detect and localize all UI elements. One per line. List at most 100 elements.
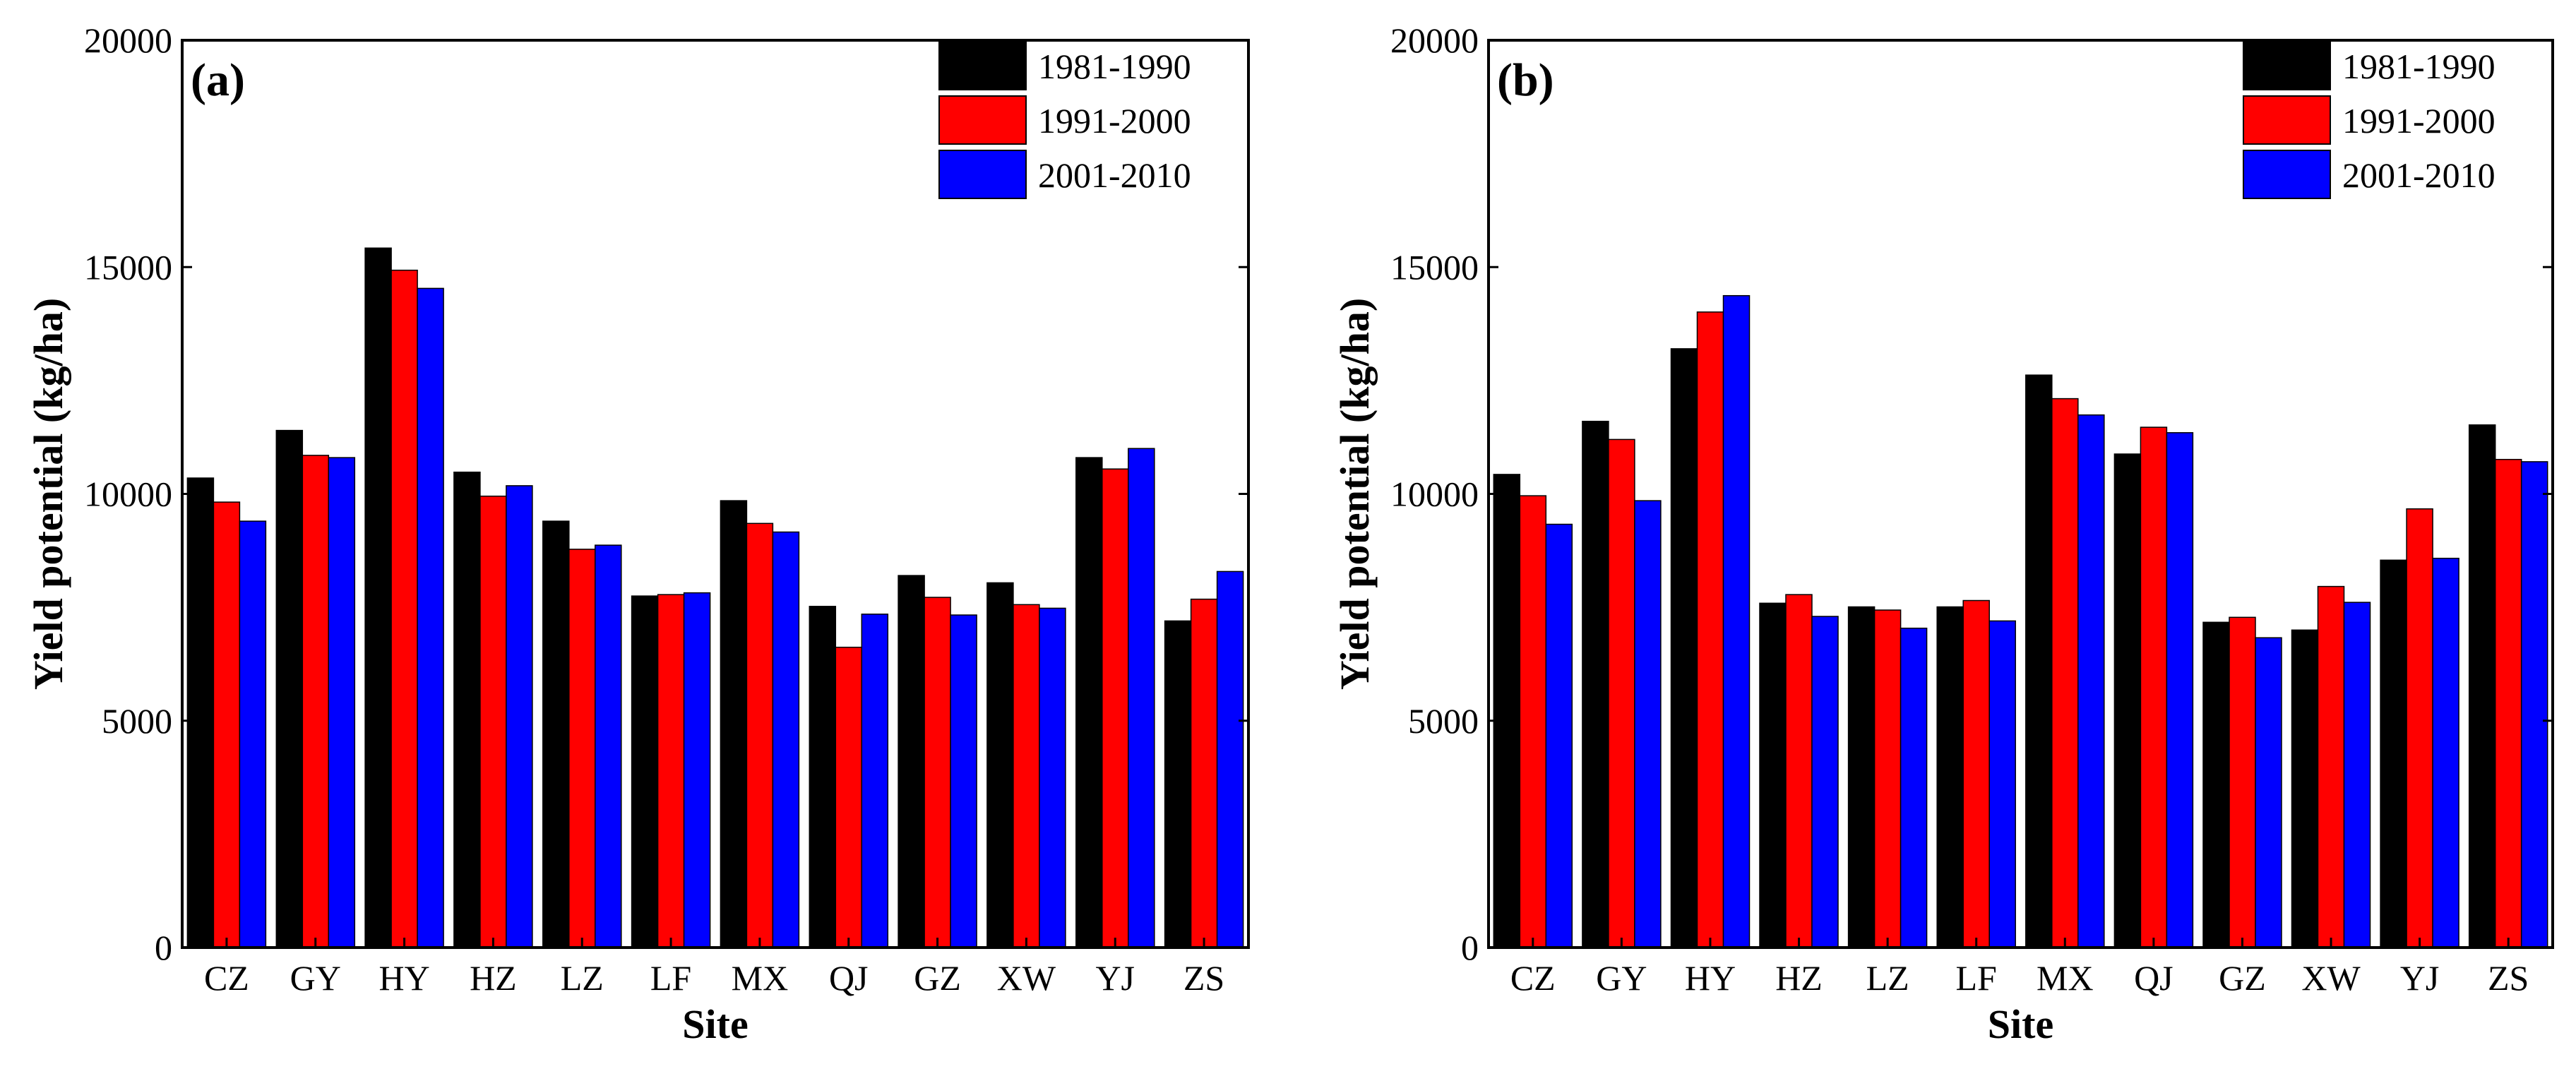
y-tick-label: 20000 (1390, 20, 1479, 60)
x-tick-label-yj: YJ (2400, 958, 2440, 998)
x-tick-label-lz: LZ (561, 958, 604, 998)
y-tick-label: 15000 (84, 247, 172, 287)
x-tick-label-gy: GY (290, 958, 341, 998)
bar-cz-2001-2010 (239, 520, 267, 948)
bar-qj-1981-1990 (809, 606, 837, 948)
bar-gy-1991-2000 (1608, 438, 1635, 948)
x-tick-label-mx: MX (2037, 958, 2094, 998)
bar-lz-1991-2000 (1873, 609, 1902, 948)
bar-xw-1981-1990 (2291, 629, 2319, 948)
chart-panel-a: 0 5000 10000 15000 20000 CZ GY HY HZ LZ LF MX QJ GZ XW… (25, 20, 1250, 1047)
bar-lf-2001-2010 (1988, 620, 2016, 948)
x-tick-label-qj: QJ (829, 958, 869, 998)
x-tick-label-hz: HZ (470, 958, 517, 998)
y-tick-label: 10000 (1390, 474, 1479, 514)
bar-zs-1991-2000 (2494, 458, 2522, 948)
bar-yj-2001-2010 (1128, 448, 1155, 948)
bar-hz-2001-2010 (506, 485, 533, 948)
bar-gz-2001-2010 (950, 614, 977, 948)
bar-hy-1991-2000 (390, 269, 418, 948)
bar-qj-1991-2000 (835, 646, 863, 948)
bar-lf-1991-2000 (1962, 599, 1990, 948)
bar-cz-2001-2010 (1545, 523, 1573, 948)
bar-yj-1991-2000 (1102, 468, 1129, 948)
legend-label-2001-2010: 2001-2010 (2342, 155, 2496, 195)
chart-panel-b: 0 5000 10000 15000 20000 CZ GY HY HZ LZ LF MX QJ GZ XW… (1332, 20, 2554, 1047)
x-tick-label-cz: CZ (1510, 958, 1556, 998)
x-tick-label-lf: LF (1956, 958, 1997, 998)
bar-lf-1981-1990 (1936, 606, 1964, 948)
bar-xw-1991-2000 (1013, 604, 1040, 948)
legend-swatch-1991-2000 (2243, 95, 2331, 145)
legend-swatch-2001-2010 (938, 150, 1027, 199)
bar-xw-2001-2010 (2343, 602, 2371, 948)
bar-lz-2001-2010 (595, 544, 622, 948)
bar-qj-2001-2010 (861, 614, 889, 948)
bar-lf-1981-1990 (631, 595, 659, 948)
x-tick-label-lz: LZ (1866, 958, 1909, 998)
y-tick-label: 5000 (102, 701, 172, 741)
panel-label: (b) (1497, 54, 1554, 106)
y-tick-label: 20000 (84, 20, 172, 60)
bar-zs-1981-1990 (2468, 424, 2496, 948)
bar-zs-1981-1990 (1164, 620, 1192, 948)
bar-cz-1981-1990 (1493, 474, 1521, 948)
legend-label-1991-2000: 1991-2000 (2342, 101, 2496, 141)
y-axis-title: Yield potential (kg/ha) (1332, 298, 1378, 690)
bar-gz-1981-1990 (898, 575, 925, 948)
x-tick-label-hy: HY (1685, 958, 1736, 998)
legend-swatch-1981-1990 (2243, 41, 2331, 90)
bar-cz-1981-1990 (186, 477, 215, 948)
legend-label-1991-2000: 1991-2000 (1038, 101, 1191, 141)
y-tick-label: 10000 (84, 474, 172, 514)
x-tick-label-yj: YJ (1095, 958, 1135, 998)
y-tick-label: 0 (155, 928, 172, 967)
bar-mx-2001-2010 (772, 531, 800, 948)
x-tick-label-hy: HY (378, 958, 429, 998)
bar-gy-2001-2010 (1634, 500, 1662, 948)
bar-xw-1981-1990 (986, 582, 1014, 948)
bar-mx-2001-2010 (2077, 414, 2105, 948)
bar-gz-1981-1990 (2202, 621, 2230, 948)
bar-gz-1991-2000 (2229, 616, 2256, 948)
bar-cz-1991-2000 (213, 501, 241, 948)
bar-lz-1981-1990 (1847, 606, 1876, 948)
bar-yj-1981-1990 (2380, 559, 2407, 948)
x-tick-label-cz: CZ (204, 958, 249, 998)
x-axis-title: Site (1988, 1001, 2053, 1047)
x-tick-label-xw: XW (997, 958, 1056, 998)
bar-lz-2001-2010 (1900, 627, 1928, 948)
bar-xw-1991-2000 (2317, 585, 2345, 948)
bar-gy-1991-2000 (302, 455, 330, 948)
bar-lf-2001-2010 (683, 592, 711, 948)
bar-gy-1981-1990 (275, 429, 304, 948)
bar-qj-2001-2010 (2166, 432, 2194, 948)
bar-hy-1981-1990 (364, 247, 392, 948)
bar-qj-1991-2000 (2140, 426, 2168, 948)
bar-hy-2001-2010 (417, 287, 444, 948)
bar-mx-1981-1990 (2025, 374, 2053, 948)
legend-label-2001-2010: 2001-2010 (1038, 155, 1191, 195)
legend-swatch-2001-2010 (2243, 150, 2331, 199)
bar-zs-2001-2010 (2520, 461, 2548, 948)
legend-label-1981-1990: 1981-1990 (1038, 47, 1191, 86)
bar-gy-2001-2010 (328, 457, 356, 948)
bar-gz-1991-2000 (924, 597, 951, 948)
bar-cz-1991-2000 (1519, 495, 1547, 948)
x-axis-title: Site (682, 1001, 748, 1047)
bar-gz-2001-2010 (2255, 637, 2282, 948)
bar-lf-1991-2000 (657, 594, 685, 948)
x-tick-label-qj: QJ (2134, 958, 2174, 998)
y-tick-label: 5000 (1408, 701, 1479, 741)
bar-yj-2001-2010 (2432, 557, 2459, 948)
y-tick-label: 0 (1461, 928, 1479, 967)
bar-mx-1991-2000 (746, 522, 774, 948)
x-tick-label-zs: ZS (2488, 958, 2529, 998)
legend-label-1981-1990: 1981-1990 (2342, 47, 2496, 86)
x-tick-label-gy: GY (1596, 958, 1647, 998)
x-tick-label-gz: GZ (2219, 958, 2266, 998)
x-tick-label-lf: LF (650, 958, 691, 998)
bar-yj-1981-1990 (1075, 457, 1103, 948)
panel-label: (a) (191, 54, 245, 106)
bar-zs-1991-2000 (1190, 598, 1218, 948)
